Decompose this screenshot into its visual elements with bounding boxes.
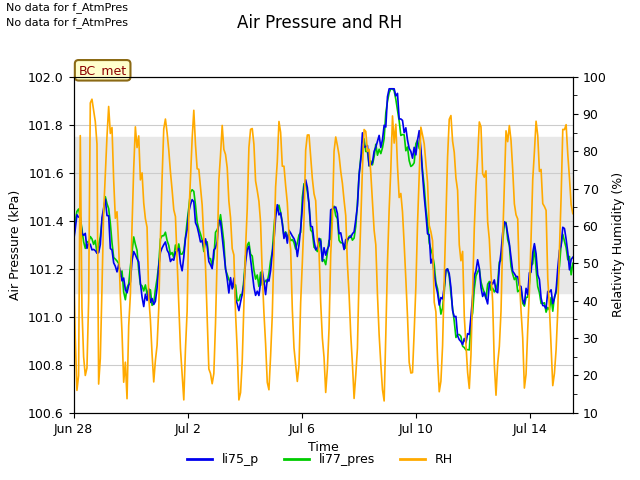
Bar xyxy=(74,137,573,293)
Legend: li75_p, li77_pres, RH: li75_p, li77_pres, RH xyxy=(182,448,458,471)
Text: No data for f_AtmPres: No data for f_AtmPres xyxy=(6,17,129,28)
Y-axis label: Relativity Humidity (%): Relativity Humidity (%) xyxy=(612,172,625,317)
Text: BC_met: BC_met xyxy=(79,64,127,77)
Text: No data for f_AtmPres: No data for f_AtmPres xyxy=(6,2,129,13)
Text: Air Pressure and RH: Air Pressure and RH xyxy=(237,14,403,33)
Y-axis label: Air Pressure (kPa): Air Pressure (kPa) xyxy=(10,190,22,300)
X-axis label: Time: Time xyxy=(308,441,339,454)
